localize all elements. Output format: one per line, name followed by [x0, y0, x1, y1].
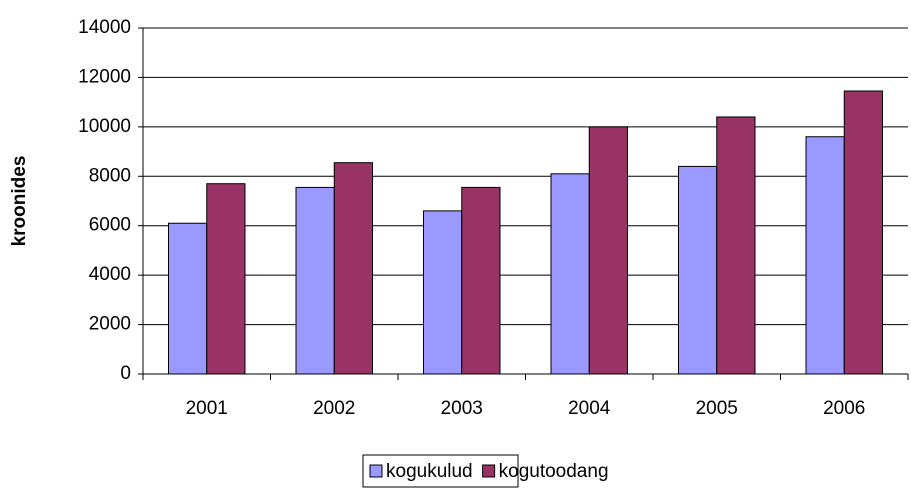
y-axis-label: kroonides	[9, 156, 30, 247]
bar	[168, 222, 208, 375]
y-tick-label: 12000	[78, 66, 131, 87]
legend-box	[362, 454, 519, 488]
x-tick-label: 2004	[568, 398, 611, 419]
bar	[805, 136, 845, 375]
legend-label: kogutoodang	[499, 461, 609, 482]
bar	[461, 186, 501, 375]
x-tick-label: 2003	[441, 398, 483, 419]
bar	[843, 90, 883, 375]
bar	[295, 186, 335, 375]
x-tick-label: 2001	[186, 398, 228, 419]
y-tick-label: 2000	[89, 314, 131, 335]
y-tick-label: 4000	[89, 264, 131, 285]
y-tick-label: 0	[120, 363, 131, 384]
bar	[333, 162, 373, 375]
legend-swatch	[369, 464, 383, 478]
bar	[678, 165, 718, 375]
legend-swatch	[482, 464, 496, 478]
y-tick-label: 10000	[78, 116, 131, 137]
x-tick-label: 2006	[823, 398, 865, 419]
bar	[716, 116, 756, 375]
y-tick-label: 14000	[78, 17, 131, 38]
bar	[550, 173, 590, 375]
legend-label: kogukulud	[386, 461, 473, 482]
bar	[206, 183, 246, 375]
x-tick-label: 2002	[313, 398, 355, 419]
y-tick-label: 6000	[89, 215, 131, 236]
bar	[423, 210, 463, 375]
y-tick-label: 8000	[89, 165, 131, 186]
x-tick-label: 2005	[696, 398, 738, 419]
bar	[588, 126, 628, 375]
